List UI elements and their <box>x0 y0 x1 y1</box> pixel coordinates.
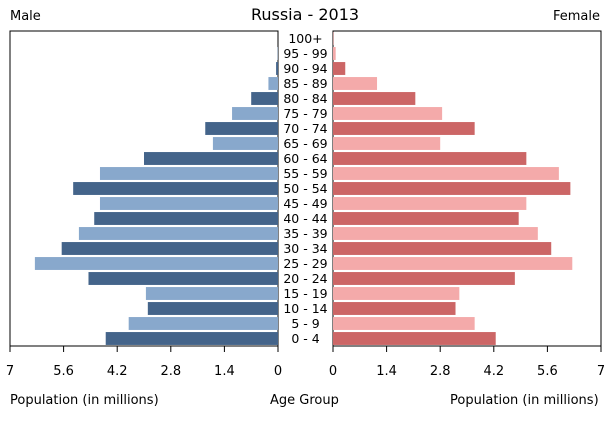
female-bar <box>333 227 538 240</box>
age-group-label: 5 - 9 <box>291 316 319 331</box>
male-bar <box>232 107 278 120</box>
age-group-label: 60 - 64 <box>283 151 327 166</box>
x-axis-label-age-group: Age Group <box>270 393 339 408</box>
male-bar <box>128 317 278 330</box>
female-axis-tick-label: 2.8 <box>430 364 451 379</box>
age-group-label: 45 - 49 <box>283 196 327 211</box>
female-bar <box>333 332 496 345</box>
female-side-label: Female <box>552 9 600 24</box>
x-axis-label-male: Population (in millions) <box>10 393 159 408</box>
female-axis-tick-label: 5.6 <box>537 364 558 379</box>
female-bar <box>333 107 443 120</box>
female-bar <box>333 242 552 255</box>
age-group-label: 10 - 14 <box>283 301 327 316</box>
male-axis-tick-label: 7 <box>6 364 14 379</box>
male-bar <box>99 167 278 180</box>
male-bar <box>78 227 279 240</box>
age-group-label: 15 - 19 <box>283 286 327 301</box>
female-bar <box>333 77 378 90</box>
male-bar <box>88 272 278 285</box>
male-bar <box>147 302 278 315</box>
male-bar <box>144 152 278 165</box>
female-bar <box>333 152 527 165</box>
male-bar <box>34 257 279 270</box>
male-axis-tick-label: 0 <box>274 364 282 379</box>
female-bar <box>333 92 416 105</box>
x-axis-label-female: Population (in millions) <box>450 393 599 408</box>
age-group-label: 90 - 94 <box>283 61 327 76</box>
male-bar <box>105 332 278 345</box>
female-bar <box>333 212 519 225</box>
male-side-label: Male <box>10 9 41 24</box>
age-group-label: 80 - 84 <box>283 91 327 106</box>
age-group-label: 50 - 54 <box>283 181 327 196</box>
age-group-label: 55 - 59 <box>283 166 327 181</box>
female-bar <box>333 122 475 135</box>
male-bar <box>276 62 278 75</box>
age-group-label: 40 - 44 <box>283 211 327 226</box>
age-group-label: 75 - 79 <box>283 106 327 121</box>
female-bar <box>333 182 571 195</box>
male-bar <box>251 92 278 105</box>
chart-title: Russia - 2013 <box>250 5 360 24</box>
female-bar <box>333 167 559 180</box>
male-bar <box>94 212 278 225</box>
female-axis-tick-label: 0 <box>329 364 337 379</box>
female-bar <box>333 197 527 210</box>
female-axis-tick-label: 4.2 <box>483 364 504 379</box>
age-group-label: 35 - 39 <box>283 226 327 241</box>
male-bar <box>268 77 278 90</box>
male-axis-tick-label: 4.2 <box>107 364 128 379</box>
age-group-label: 70 - 74 <box>283 121 327 136</box>
male-bar <box>73 182 279 195</box>
female-bar <box>333 47 336 60</box>
male-bar <box>61 242 278 255</box>
age-group-label: 85 - 89 <box>283 76 327 91</box>
male-axis-tick-label: 5.6 <box>53 364 74 379</box>
female-bar <box>333 287 460 300</box>
age-group-label: 0 - 4 <box>291 331 319 346</box>
age-group-label: 100+ <box>288 31 322 46</box>
female-bar <box>333 302 456 315</box>
age-group-label: 65 - 69 <box>283 136 327 151</box>
age-group-label: 20 - 24 <box>283 271 327 286</box>
male-bar <box>99 197 278 210</box>
male-axis-tick-label: 2.8 <box>160 364 181 379</box>
female-axis-tick-label: 1.4 <box>376 364 397 379</box>
male-bar <box>212 137 278 150</box>
female-bar <box>333 62 346 75</box>
male-bar <box>145 287 278 300</box>
age-group-label: 30 - 34 <box>283 241 327 256</box>
male-axis-tick-label: 1.4 <box>214 364 235 379</box>
female-bar <box>333 317 475 330</box>
female-bar <box>333 137 441 150</box>
male-bar <box>205 122 278 135</box>
age-group-label: 25 - 29 <box>283 256 327 271</box>
age-group-label: 95 - 99 <box>283 46 327 61</box>
female-bar <box>333 257 573 270</box>
female-bar <box>333 272 515 285</box>
female-axis-tick-label: 7 <box>597 364 605 379</box>
